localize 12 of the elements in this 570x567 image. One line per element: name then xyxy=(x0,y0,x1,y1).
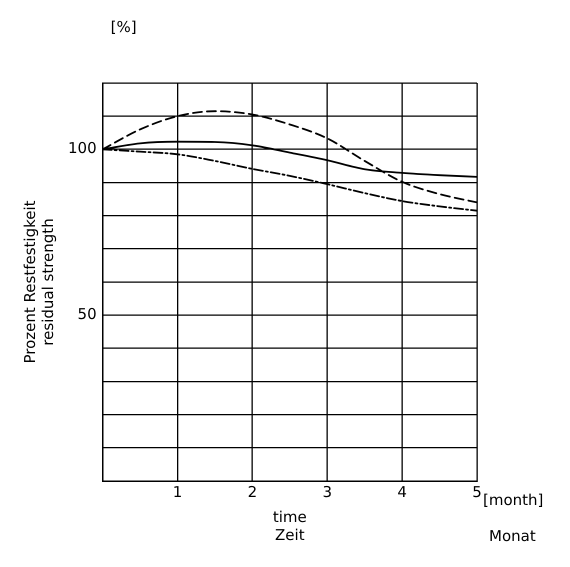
text: [%] xyxy=(110,18,137,36)
text: [month] xyxy=(483,490,544,509)
y-tick-label: 50 xyxy=(78,305,97,324)
y-tick-label: 100 xyxy=(68,139,97,158)
x-tick-label: 5 xyxy=(472,482,482,501)
y-axis-title: Prozent Restfestigkeit residual strength xyxy=(20,200,57,364)
text: Monat xyxy=(489,526,536,545)
x-axis-title: time Zeit xyxy=(272,508,307,544)
x-tick-label: 1 xyxy=(172,482,182,501)
x-tick-label: 3 xyxy=(322,482,332,501)
x-tick-label: 4 xyxy=(397,482,407,501)
x-tick-label: 2 xyxy=(248,482,258,501)
